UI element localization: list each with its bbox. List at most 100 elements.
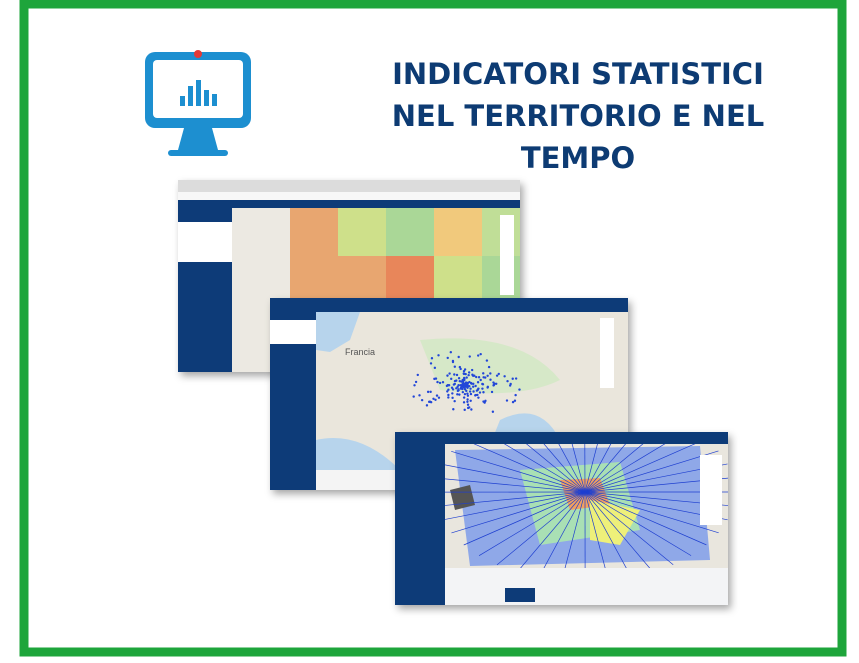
map-point	[436, 381, 438, 383]
title-line: TEMPO	[521, 141, 635, 175]
map-point	[436, 394, 438, 396]
map-point	[466, 401, 468, 403]
map-point	[447, 394, 449, 396]
map-point	[486, 375, 488, 377]
map-point	[492, 381, 494, 383]
map-point	[428, 401, 430, 403]
map-point	[468, 406, 470, 408]
grid-cell	[386, 256, 434, 304]
map-point	[446, 374, 448, 376]
map-point	[458, 377, 460, 379]
map-point	[462, 381, 464, 383]
map-point	[463, 409, 465, 411]
map-point	[459, 366, 461, 368]
map-point	[474, 385, 476, 387]
map-point	[437, 354, 439, 356]
map-point	[469, 400, 471, 402]
map-point	[495, 383, 497, 385]
map-point	[492, 411, 494, 413]
map-point	[512, 401, 514, 403]
map-point	[506, 399, 508, 401]
map-point	[489, 379, 491, 381]
map-point	[457, 384, 459, 386]
map-point	[469, 355, 471, 357]
map-point	[451, 392, 453, 394]
map-point	[469, 388, 471, 390]
map-point	[488, 366, 490, 368]
map-point	[461, 388, 463, 390]
map-point	[477, 396, 479, 398]
map-point	[430, 401, 432, 403]
map-point	[475, 394, 477, 396]
map-point	[481, 387, 483, 389]
map-point	[476, 389, 478, 391]
map-point	[442, 381, 444, 383]
map-point	[426, 404, 428, 406]
map-point	[462, 379, 464, 381]
map-point	[503, 375, 505, 377]
map-point	[486, 359, 488, 361]
map-point	[472, 390, 474, 392]
title-line: NEL TERRITORIO E NEL	[392, 99, 764, 133]
map-point	[491, 391, 493, 393]
map-point	[479, 391, 481, 393]
map-point	[456, 374, 458, 376]
map-point	[506, 380, 508, 382]
map-point	[453, 373, 455, 375]
map-point	[418, 394, 420, 396]
map-point	[413, 384, 415, 386]
map-point	[415, 381, 417, 383]
map-point	[465, 381, 467, 383]
grid-cell	[434, 256, 482, 304]
map-point	[470, 382, 472, 384]
map-point	[451, 387, 453, 389]
map-point	[448, 372, 450, 374]
map-point	[471, 374, 473, 376]
map-point	[496, 374, 498, 376]
map-point	[484, 376, 486, 378]
map-point	[452, 408, 454, 410]
map-point	[467, 404, 469, 406]
map-point	[427, 391, 429, 393]
map-point	[457, 388, 459, 390]
map-point	[466, 385, 468, 387]
map-point	[514, 394, 516, 396]
map-point	[417, 374, 419, 376]
map-point	[458, 356, 460, 358]
map-point	[515, 377, 517, 379]
screenshot-catchment-map	[395, 402, 735, 605]
map-point	[464, 384, 466, 386]
map-point	[470, 393, 472, 395]
map-point	[492, 384, 494, 386]
map-point	[434, 399, 436, 401]
map-point	[439, 382, 441, 384]
title-line: INDICATORI STATISTICI	[392, 57, 764, 91]
grid-cell	[290, 208, 338, 256]
map-point	[458, 393, 460, 395]
map-point	[489, 372, 491, 374]
map-point	[477, 354, 479, 356]
map-point	[447, 396, 449, 398]
poster: INDICATORI STATISTICI NEL TERRITORIO E N…	[0, 0, 859, 658]
map-point	[435, 377, 437, 379]
map-point	[486, 386, 488, 388]
map-point	[431, 357, 433, 359]
map-point	[470, 408, 472, 410]
map-point	[512, 378, 514, 380]
map-point	[468, 371, 470, 373]
grid-cell	[338, 256, 386, 304]
map-point	[452, 361, 454, 363]
map-point	[467, 374, 469, 376]
map-point	[412, 395, 414, 397]
map-point	[478, 376, 480, 378]
map-point	[464, 393, 466, 395]
grid-cell	[290, 256, 338, 304]
map-point	[454, 380, 456, 382]
map-point	[477, 381, 479, 383]
map-point	[482, 372, 484, 374]
map-point	[463, 401, 465, 403]
map-point	[509, 383, 511, 385]
map-point	[454, 366, 456, 368]
map-point	[429, 391, 431, 393]
map-point	[463, 396, 465, 398]
